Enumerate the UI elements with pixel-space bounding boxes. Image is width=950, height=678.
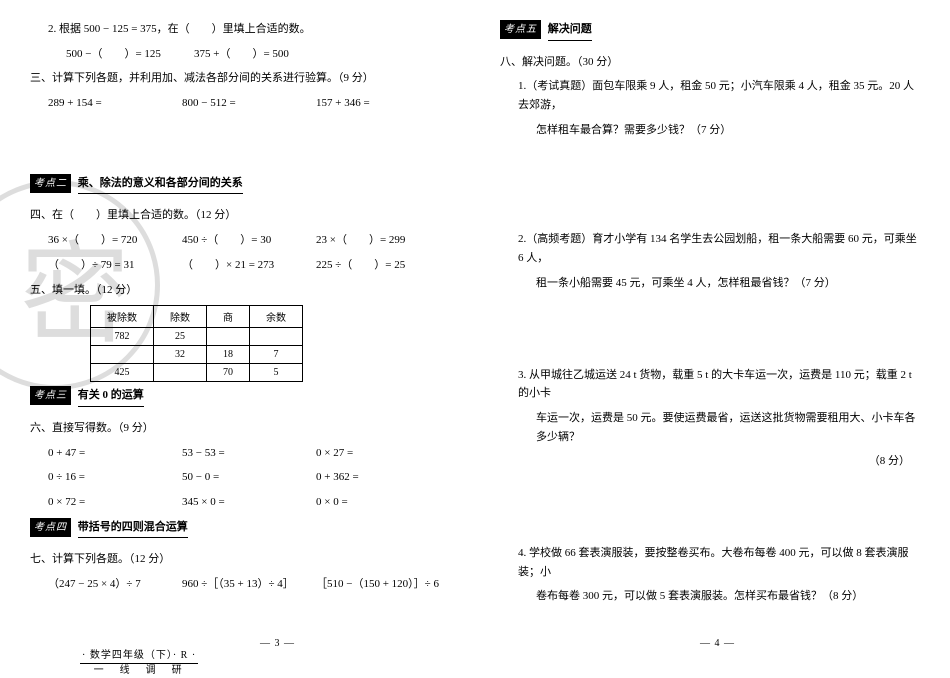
cell	[154, 364, 207, 382]
p1: 1.（考试真题）面包车限乘 9 人，租金 50 元；小汽车限乘 4 人，租金 3…	[500, 77, 920, 114]
table-header-row: 被除数 除数 商 余数	[91, 306, 303, 328]
footer-series-label: 一 线 调 研	[80, 664, 198, 678]
section-4-tag: 考点四	[30, 518, 71, 537]
q2a: 500 −（ ）= 125	[66, 45, 194, 64]
cell	[207, 328, 250, 346]
p3b: 车运一次，运费是 50 元。要使运费最省，运送这批货物需要租用大、小卡车各多少辆…	[500, 409, 920, 446]
section-5-tag: 考点五	[500, 20, 541, 39]
q6f: 0 + 362 =	[316, 468, 450, 487]
th-2: 商	[207, 306, 250, 328]
cell: 782	[91, 328, 154, 346]
cell: 18	[207, 346, 250, 364]
q6-stem: 六、直接写得数。（9 分）	[30, 419, 450, 438]
section-4-header: 考点四 带括号的四则混合运算	[30, 518, 450, 545]
cell: 425	[91, 364, 154, 382]
q6-row2: 0 ÷ 16 = 50 − 0 = 0 + 362 =	[30, 468, 450, 487]
q2-sub: 500 −（ ）= 125 375 +（ ）= 500	[30, 45, 450, 64]
table-row: 32 18 7	[91, 346, 303, 364]
q2b: 375 +（ ）= 500	[194, 45, 322, 64]
q7a: （247 − 25 × 4）÷ 7	[48, 575, 182, 594]
cell: 5	[250, 364, 303, 382]
page-number-3: — 3 —	[260, 638, 295, 649]
section-3-header: 考点三 有关 0 的运算	[30, 386, 450, 413]
cell: 32	[154, 346, 207, 364]
p4b: 卷布每卷 300 元，可以做 5 套表演服装。怎样买布最省钱？（8 分）	[500, 587, 920, 606]
q6e: 50 − 0 =	[182, 468, 316, 487]
section-4-title: 带括号的四则混合运算	[78, 518, 188, 539]
q3c: 157 + 346 =	[316, 94, 450, 113]
q3-stem: 三、计算下列各题，并利用加、减法各部分间的关系进行验算。（9 分）	[30, 69, 450, 88]
section-2-title: 乘、除法的意义和各部分间的关系	[78, 174, 243, 195]
q6d: 0 ÷ 16 =	[48, 468, 182, 487]
p3: 3. 从甲城往乙城运送 24 t 货物，载重 5 t 的大卡车运一次，运费是 1…	[500, 366, 920, 403]
p2b: 租一条小船需要 45 元，可乘坐 4 人，怎样租最省钱？（7 分）	[500, 274, 920, 293]
q6h: 345 × 0 =	[182, 493, 316, 512]
th-0: 被除数	[91, 306, 154, 328]
q7-items: （247 − 25 × 4）÷ 7 960 ÷［（35 + 13）÷ 4］ ［5…	[30, 575, 450, 594]
p1b: 怎样租车最合算？需要多少钱？（7 分）	[500, 121, 920, 140]
q6i: 0 × 0 =	[316, 493, 450, 512]
q6g: 0 × 72 =	[48, 493, 182, 512]
footer-left-block: · 数学四年级（下）· R · 一 线 调 研	[80, 649, 198, 678]
page-number-4: — 4 —	[700, 638, 735, 649]
q6b: 53 − 53 =	[182, 444, 316, 463]
table-row: 782 25	[91, 328, 303, 346]
section-3-tag: 考点三	[30, 386, 71, 405]
section-2-tag: 考点二	[30, 174, 71, 193]
q7b: 960 ÷［（35 + 13）÷ 4］	[182, 575, 316, 594]
page-spread: 2. 根据 500 − 125 = 375，在（ ）里填上合适的数。 500 −…	[0, 0, 950, 622]
q6a: 0 + 47 =	[48, 444, 182, 463]
q8-stem: 八、解决问题。（30 分）	[500, 53, 920, 72]
table-row: 425 70 5	[91, 364, 303, 382]
th-1: 除数	[154, 306, 207, 328]
q4-row2: （ ）÷ 79 = 31 （ ）× 21 = 273 225 ÷（ ）= 25	[30, 256, 450, 275]
section-5-title: 解决问题	[548, 20, 592, 41]
cell: 70	[207, 364, 250, 382]
th-3: 余数	[250, 306, 303, 328]
division-table: 被除数 除数 商 余数 782 25 32 18 7 425 70	[90, 305, 303, 382]
q3a: 289 + 154 =	[48, 94, 182, 113]
q7c: ［510 −（150 + 120）］÷ 6	[316, 575, 450, 594]
q6-row1: 0 + 47 = 53 − 53 = 0 × 27 =	[30, 444, 450, 463]
section-5-header: 考点五 解决问题	[500, 20, 920, 47]
q4-stem: 四、在（ ）里填上合适的数。（12 分）	[30, 206, 450, 225]
q7-stem: 七、计算下列各题。（12 分）	[30, 550, 450, 569]
q2-stem: 2. 根据 500 − 125 = 375，在（ ）里填上合适的数。	[30, 20, 450, 39]
section-3-title: 有关 0 的运算	[78, 386, 144, 407]
q6-row3: 0 × 72 = 345 × 0 = 0 × 0 =	[30, 493, 450, 512]
right-column: 考点五 解决问题 八、解决问题。（30 分） 1.（考试真题）面包车限乘 9 人…	[500, 20, 920, 612]
left-column: 2. 根据 500 − 125 = 375，在（ ）里填上合适的数。 500 −…	[30, 20, 450, 612]
cell	[91, 346, 154, 364]
q4b: 450 ÷（ ）= 30	[182, 231, 316, 250]
q4c: 23 ×（ ）= 299	[316, 231, 450, 250]
p2: 2.（高频考题）育才小学有 134 名学生去公园划船，租一条大船需要 60 元，…	[500, 230, 920, 267]
q4d: （ ）÷ 79 = 31	[48, 256, 182, 275]
q4a: 36 ×（ ）= 720	[48, 231, 182, 250]
cell	[250, 328, 303, 346]
p4: 4. 学校做 66 套表演服装，要按整卷买布。大卷布每卷 400 元，可以做 8…	[500, 544, 920, 581]
p3c: （8 分）	[500, 452, 920, 471]
q3-items: 289 + 154 = 800 − 512 = 157 + 346 =	[30, 94, 450, 113]
q6c: 0 × 27 =	[316, 444, 450, 463]
section-2-header: 考点二 乘、除法的意义和各部分间的关系	[30, 174, 450, 201]
cell: 25	[154, 328, 207, 346]
q4f: 225 ÷（ ）= 25	[316, 256, 450, 275]
footer-book-label: · 数学四年级（下）· R ·	[80, 649, 198, 664]
cell: 7	[250, 346, 303, 364]
q4e: （ ）× 21 = 273	[182, 256, 316, 275]
q3b: 800 − 512 =	[182, 94, 316, 113]
q4-row1: 36 ×（ ）= 720 450 ÷（ ）= 30 23 ×（ ）= 299	[30, 231, 450, 250]
q5-stem: 五、填一填。（12 分）	[30, 281, 450, 300]
